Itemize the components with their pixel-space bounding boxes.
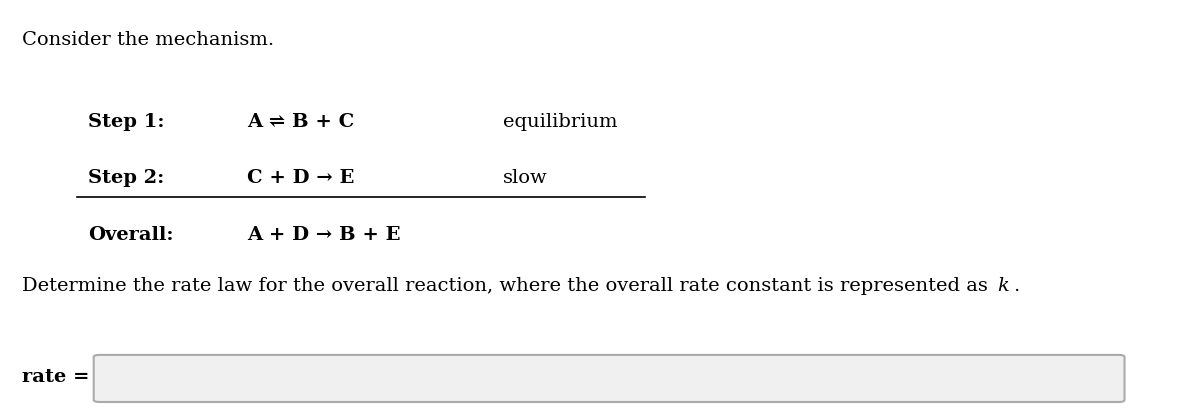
- Text: rate =: rate =: [22, 369, 90, 386]
- Text: Overall:: Overall:: [88, 226, 174, 244]
- Text: Consider the mechanism.: Consider the mechanism.: [22, 32, 275, 49]
- Text: A + D → B + E: A + D → B + E: [247, 226, 401, 244]
- Text: Step 2:: Step 2:: [88, 168, 164, 187]
- Text: .: .: [1013, 277, 1019, 295]
- Text: Determine the rate law for the overall reaction, where the overall rate constant: Determine the rate law for the overall r…: [22, 277, 995, 295]
- Text: A ⇌ B + C: A ⇌ B + C: [247, 113, 354, 131]
- Text: slow: slow: [503, 168, 547, 187]
- Text: C + D → E: C + D → E: [247, 168, 354, 187]
- Text: equilibrium: equilibrium: [503, 113, 617, 131]
- Text: k: k: [997, 277, 1009, 295]
- Text: Step 1:: Step 1:: [88, 113, 164, 131]
- FancyBboxPatch shape: [94, 355, 1124, 402]
